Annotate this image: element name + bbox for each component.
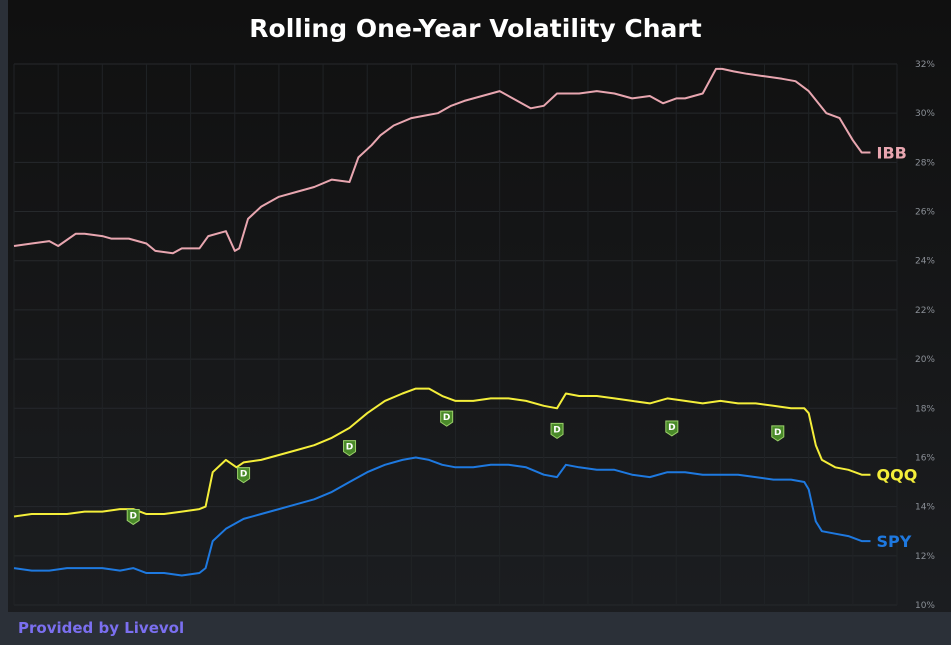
dividend-marker-label: D: [129, 511, 136, 521]
y-tick-label: 20%: [915, 355, 935, 365]
chart-panel: [8, 0, 951, 645]
dividend-marker-label: D: [443, 413, 450, 423]
y-tick-label: 12%: [915, 552, 935, 562]
series-label-ibb: IBB: [877, 144, 907, 163]
dividend-marker-badge: [771, 425, 785, 442]
dividend-marker-badge: [440, 410, 454, 427]
provider-credit: Provided by Livevol: [18, 619, 185, 637]
y-tick-label: 18%: [915, 404, 935, 414]
y-tick-label: 32%: [915, 60, 935, 70]
series-lines: [13, 67, 871, 577]
series-labels: IBB QQQ SPY: [877, 144, 918, 552]
y-tick-label: 30%: [915, 109, 935, 119]
dividend-markers: D D D D D D D: [126, 410, 785, 526]
dividend-marker-label: D: [346, 443, 353, 453]
dividend-marker-label: D: [240, 470, 247, 480]
dividend-marker[interactable]: D: [771, 425, 785, 442]
footer-bar: [8, 612, 951, 645]
y-tick-label: 14%: [915, 503, 935, 513]
y-tick-label: 26%: [915, 208, 935, 218]
chart-title: Rolling One-Year Volatility Chart: [249, 14, 702, 43]
dividend-marker-badge: [126, 508, 140, 526]
dividend-marker-badge: [237, 467, 251, 484]
dividend-marker-label: D: [668, 423, 675, 433]
dividend-marker[interactable]: D: [237, 467, 251, 484]
y-tick-label: 10%: [915, 601, 935, 611]
dividend-marker[interactable]: D: [665, 420, 679, 437]
y-tick-label: 16%: [915, 453, 935, 463]
series-line-spy: [13, 456, 871, 577]
dividend-marker[interactable]: D: [550, 422, 564, 440]
dividend-marker-label: D: [553, 425, 560, 435]
series-label-spy: SPY: [877, 532, 912, 551]
grid-lines: [13, 63, 898, 606]
series-line-ibb: [13, 67, 871, 255]
dividend-marker[interactable]: D: [440, 410, 454, 427]
y-tick-label: 28%: [915, 158, 935, 168]
dividend-marker[interactable]: D: [343, 440, 357, 457]
dividend-marker[interactable]: D: [126, 508, 140, 526]
y-tick-label: 24%: [915, 257, 935, 267]
dividend-marker-badge: [665, 420, 679, 437]
series-line-qqq: [13, 387, 871, 518]
series-label-qqq: QQQ: [877, 466, 918, 485]
y-axis-ticks: 10% 12% 14% 16% 18% 20% 22% 24% 26% 28% 30% 32%: [915, 60, 935, 611]
y-tick-label: 22%: [915, 306, 935, 316]
dividend-marker-badge: [343, 440, 357, 457]
dividend-marker-label: D: [774, 428, 781, 438]
dividend-marker-badge: [550, 422, 564, 440]
